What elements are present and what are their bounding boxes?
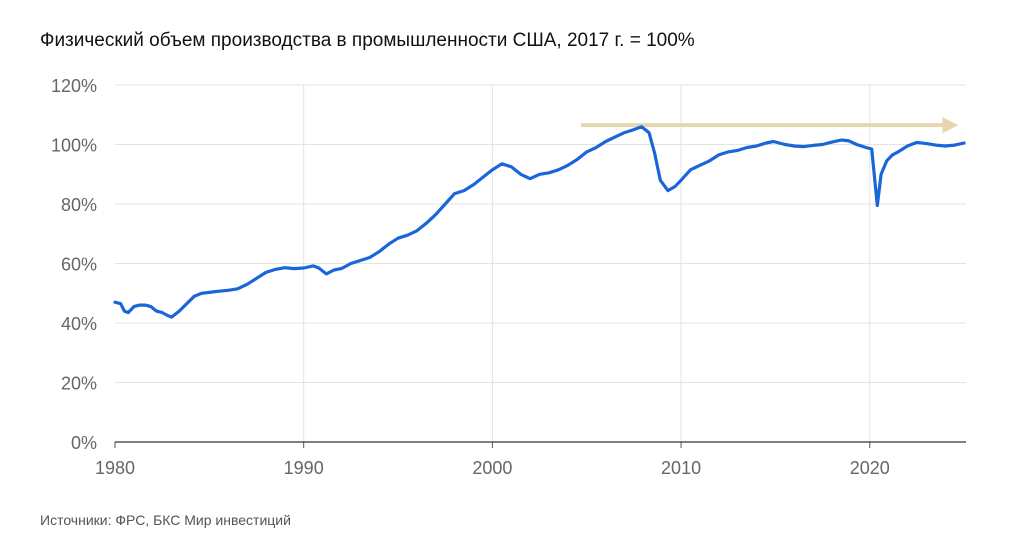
y-tick-label: 80% bbox=[61, 195, 97, 215]
trend-arrow bbox=[581, 117, 959, 134]
y-tick-label: 40% bbox=[61, 314, 97, 334]
source-note: Источники: ФРС, БКС Мир инвестиций bbox=[40, 512, 291, 528]
y-axis-ticks: 0% 20% 40% 60% 80% 100% 120% bbox=[51, 76, 97, 453]
x-tick-label: 2020 bbox=[850, 458, 890, 478]
series-lines bbox=[113, 125, 966, 319]
x-tick-label: 2000 bbox=[472, 458, 512, 478]
y-tick-label: 100% bbox=[51, 136, 97, 156]
y-tick-label: 20% bbox=[61, 374, 97, 394]
x-axis-ticks: 1980 1990 2000 2010 2020 bbox=[95, 442, 890, 478]
x-tick-label: 1980 bbox=[95, 458, 135, 478]
x-tick-label: 1990 bbox=[284, 458, 324, 478]
x-tick-label: 2010 bbox=[661, 458, 701, 478]
chart-title: Физический объем производства в промышле… bbox=[40, 30, 695, 51]
grid-lines bbox=[115, 84, 966, 442]
y-tick-label: 0% bbox=[71, 433, 97, 453]
series-line bbox=[113, 125, 966, 319]
y-tick-label: 120% bbox=[51, 76, 97, 96]
y-tick-label: 60% bbox=[61, 255, 97, 275]
trend-arrow-head bbox=[942, 117, 959, 134]
